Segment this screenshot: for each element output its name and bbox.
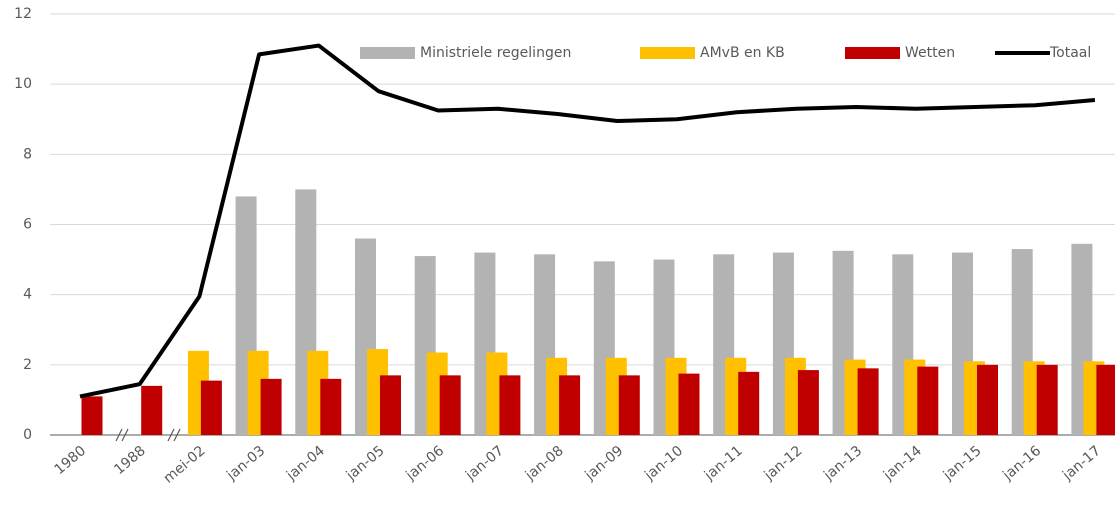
bar xyxy=(559,375,581,435)
y-tick-label: 6 xyxy=(23,217,32,233)
x-tick-label: jan-11 xyxy=(701,443,746,484)
legend-swatch xyxy=(640,47,695,59)
legend-swatch xyxy=(845,47,900,59)
x-tick-label: jan-08 xyxy=(522,443,567,484)
y-tick-label: 4 xyxy=(23,287,32,303)
legend-label: AMvB en KB xyxy=(700,45,785,61)
x-tick-label: jan-12 xyxy=(761,443,806,484)
x-tick-label: jan-05 xyxy=(343,443,388,484)
x-tick-label: jan-09 xyxy=(582,443,627,484)
y-tick-label: 10 xyxy=(14,76,32,92)
bar xyxy=(260,378,282,435)
x-tick-label: mei-02 xyxy=(161,443,209,487)
y-tick-label: 0 xyxy=(23,427,32,443)
x-tick-label: jan-07 xyxy=(462,443,507,484)
legend-label: Ministriele regelingen xyxy=(420,45,571,61)
y-tick-label: 8 xyxy=(23,146,32,162)
bar xyxy=(499,375,521,435)
y-tick-label: 2 xyxy=(23,357,32,373)
legend-swatch xyxy=(360,47,415,59)
bar xyxy=(618,375,640,435)
bar xyxy=(678,373,700,435)
bar xyxy=(320,378,342,435)
bar xyxy=(439,375,461,435)
bar xyxy=(200,380,222,435)
legend-label: Wetten xyxy=(905,45,955,61)
bar xyxy=(917,366,939,435)
bar xyxy=(797,370,819,435)
y-tick-label: 12 xyxy=(14,6,32,22)
x-tick-label: jan-04 xyxy=(283,443,328,484)
legend-label: Totaal xyxy=(1049,45,1091,61)
bar xyxy=(141,385,163,435)
x-tick-label: jan-16 xyxy=(999,443,1044,484)
x-tick-label: 1988 xyxy=(111,443,149,478)
x-tick-label: jan-13 xyxy=(820,443,865,484)
x-tick-label: jan-14 xyxy=(880,443,925,484)
x-tick-label: jan-17 xyxy=(1059,443,1104,484)
bar xyxy=(977,364,998,435)
x-tick-label: jan-06 xyxy=(402,443,447,484)
bar xyxy=(380,375,401,435)
bar xyxy=(1036,364,1058,435)
bar xyxy=(738,371,760,435)
line xyxy=(79,43,1096,399)
x-tick-label: jan-15 xyxy=(940,443,985,484)
bar xyxy=(81,396,103,435)
x-tick-label: 1980 xyxy=(52,443,90,478)
x-tick-label: jan-03 xyxy=(223,443,268,484)
x-tick-label: jan-10 xyxy=(641,443,686,484)
bar xyxy=(1096,364,1115,435)
bar xyxy=(857,368,879,435)
